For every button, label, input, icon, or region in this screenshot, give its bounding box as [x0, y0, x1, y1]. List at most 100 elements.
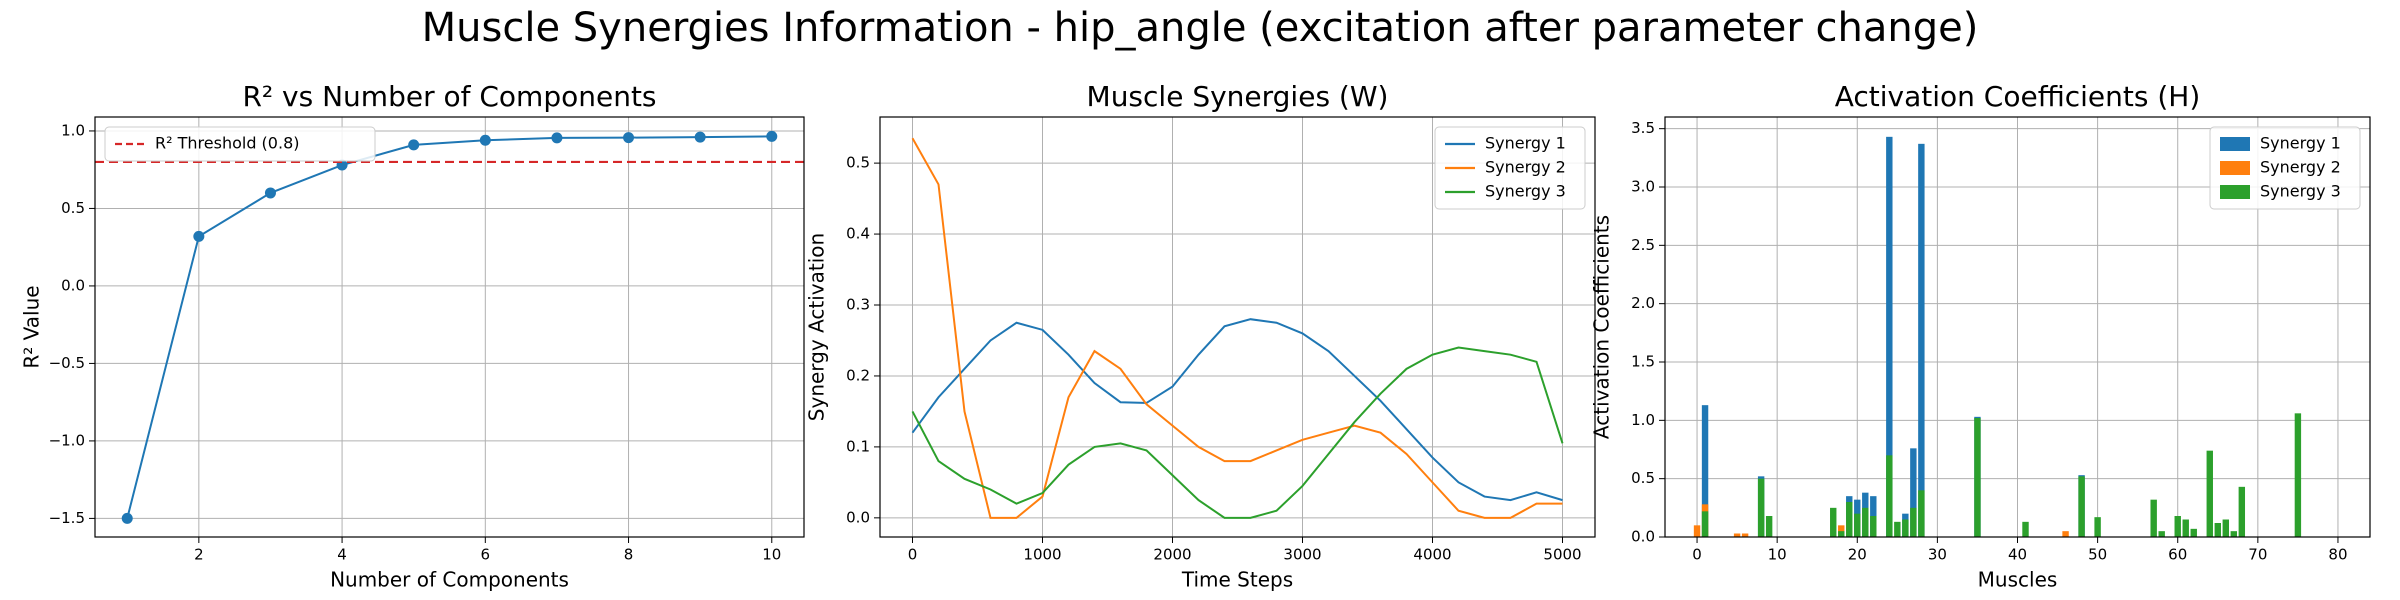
x-tick-label: 70	[2248, 546, 2267, 564]
x-tick-label: 30	[1928, 546, 1947, 564]
x-tick-label: 20	[1848, 546, 1867, 564]
x-tick-label: 80	[2328, 546, 2347, 564]
legend-box	[1434, 126, 1586, 210]
bar	[1765, 516, 1773, 537]
legend-label: Synergy 2	[1485, 158, 1566, 177]
y-tick-label: 1.0	[1631, 411, 1655, 429]
bar	[1862, 507, 1869, 537]
bar	[1918, 143, 1925, 538]
bar	[2206, 450, 2213, 537]
x-tick-label: 1000	[1023, 546, 1061, 564]
y-tick-label: 1.0	[61, 121, 85, 139]
bar	[1910, 507, 1917, 537]
bar	[1838, 525, 1845, 537]
y-tick-label: 0.5	[1631, 469, 1655, 487]
bar	[1733, 533, 1741, 537]
y-tick-label: 0.1	[846, 437, 870, 455]
x-tick-label: 6	[481, 546, 491, 564]
bar	[1974, 418, 1981, 537]
y-tick-label: 0.0	[1631, 528, 1655, 546]
y-tick-label: 0.5	[61, 199, 85, 217]
bar	[1854, 513, 1861, 537]
bar	[2022, 521, 2029, 537]
data-point	[408, 139, 420, 151]
legend-label: Synergy 1	[2260, 134, 2341, 153]
data-point	[264, 187, 276, 199]
bar	[1918, 490, 1925, 537]
bar	[1757, 478, 1765, 537]
x-tick-label: 0	[1692, 546, 1702, 564]
bar	[2294, 413, 2302, 537]
y-tick-label: −1.5	[49, 509, 85, 527]
legend-label: Synergy 1	[1485, 134, 1566, 153]
bar	[1838, 531, 1845, 537]
bar	[2078, 476, 2085, 537]
x-tick-label: 4000	[1413, 546, 1451, 564]
legend-label: Synergy 2	[2260, 158, 2341, 177]
bar	[1741, 533, 1749, 537]
y-tick-label: 0.0	[61, 276, 85, 294]
bar	[2182, 519, 2189, 537]
y-tick-label: 2.0	[1631, 294, 1655, 312]
x-tick-label: 5000	[1543, 546, 1581, 564]
x-tick-label: 8	[624, 546, 634, 564]
bar	[1870, 516, 1877, 537]
bar	[1846, 502, 1853, 537]
series-line	[126, 135, 772, 519]
data-point	[479, 134, 491, 146]
data-point	[193, 230, 205, 242]
x-tick-label: 40	[2008, 546, 2027, 564]
series-line	[911, 346, 1564, 519]
chart-title: Activation Coefficients (H)	[1835, 80, 2201, 113]
legend-swatch	[2220, 161, 2250, 175]
bar	[2174, 516, 2181, 537]
chart-title: R² vs Number of Components	[242, 80, 656, 113]
y-tick-label: 0.0	[846, 508, 870, 526]
bar	[2190, 528, 2197, 537]
x-axis-label: Number of Components	[330, 568, 569, 592]
legend-label: R² Threshold (0.8)	[155, 134, 299, 153]
bar	[2158, 531, 2165, 537]
legend-swatch	[2220, 185, 2250, 199]
bar	[1701, 405, 1709, 537]
bar	[2214, 523, 2221, 537]
bar	[1902, 519, 1909, 537]
x-tick-label: 4	[337, 546, 347, 564]
bar	[1894, 521, 1901, 537]
y-tick-label: 2.5	[1631, 236, 1655, 254]
bar	[1701, 511, 1709, 537]
x-tick-label: 2000	[1153, 546, 1191, 564]
y-axis-label: Synergy Activation	[805, 233, 829, 421]
data-point	[694, 131, 706, 143]
data-point	[766, 130, 778, 142]
x-axis-label: Time Steps	[1181, 568, 1293, 592]
x-tick-label: 50	[2088, 546, 2107, 564]
y-axis-label: R² Value	[20, 285, 44, 368]
y-tick-label: −0.5	[49, 354, 85, 372]
bar	[1910, 448, 1917, 537]
y-tick-label: 0.3	[846, 296, 870, 314]
legend-label: Synergy 3	[2260, 182, 2341, 201]
bar	[2222, 519, 2229, 537]
y-tick-label: 1.5	[1631, 353, 1655, 371]
x-tick-label: 2	[194, 546, 204, 564]
data-point	[121, 512, 133, 524]
y-axis-label: Activation Coefficients	[1590, 215, 1614, 439]
y-tick-label: 0.5	[846, 154, 870, 172]
x-tick-label: 60	[2168, 546, 2187, 564]
y-tick-label: −1.0	[49, 431, 85, 449]
bar	[2150, 499, 2157, 537]
x-tick-label: 3000	[1283, 546, 1321, 564]
chart-title: Muscle Synergies (W)	[1087, 80, 1389, 113]
series-line	[911, 137, 1563, 519]
bar	[1886, 136, 1893, 538]
bar	[2238, 486, 2246, 537]
x-axis-label: Muscles	[1978, 568, 2058, 592]
legend-swatch	[2220, 137, 2250, 151]
x-tick-label: 10	[1768, 546, 1787, 564]
axes-frame	[94, 116, 805, 538]
bar	[2094, 517, 2101, 537]
y-tick-label: 3.0	[1631, 178, 1655, 196]
